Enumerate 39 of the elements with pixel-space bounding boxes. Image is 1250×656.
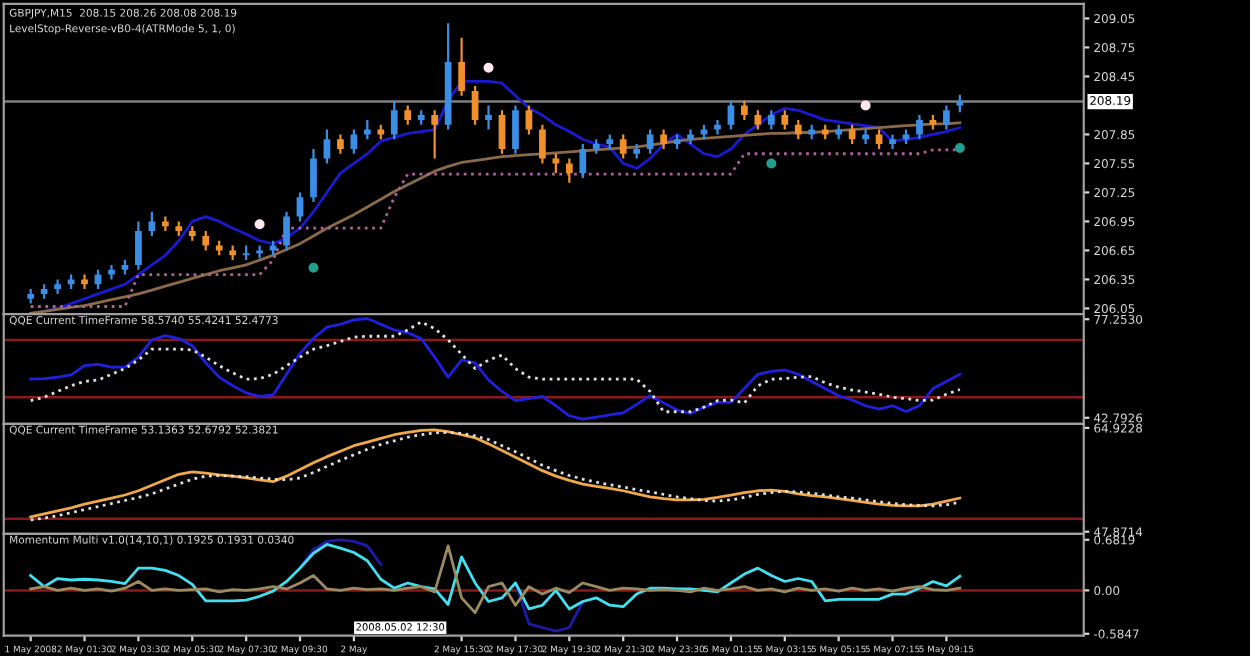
candlestick (283, 210, 290, 252)
candlestick (781, 109, 789, 131)
point (860, 100, 871, 111)
candlestick (943, 104, 950, 131)
candlestick (135, 220, 142, 271)
candlestick (727, 99, 735, 131)
candlestick (458, 36, 465, 97)
candlestick (310, 147, 317, 204)
candlestick (794, 118, 802, 141)
candlestick (754, 109, 762, 131)
candlestick (579, 142, 587, 180)
candlestick (485, 104, 492, 131)
point (766, 158, 777, 169)
candlestick (619, 133, 627, 160)
candlestick (512, 104, 519, 155)
candlestick (296, 191, 304, 223)
candlestick (148, 210, 156, 238)
candlestick (525, 104, 533, 136)
candlestick (767, 109, 775, 131)
point (308, 262, 319, 273)
candlestick (256, 244, 263, 260)
point (254, 219, 265, 230)
candlestick (889, 133, 896, 151)
candlestick (875, 128, 883, 151)
candlestick (390, 99, 398, 141)
candlestick (741, 99, 748, 122)
candlestick (337, 133, 344, 155)
point (954, 142, 965, 153)
candlestick (323, 128, 331, 165)
candlestick (539, 123, 546, 165)
point (483, 62, 494, 73)
candlestick (660, 128, 667, 151)
candlestick (202, 229, 210, 252)
candlestick (646, 128, 654, 155)
candlestick (404, 104, 412, 126)
candlestick (350, 128, 358, 155)
candlestick (431, 109, 439, 160)
candlestick (565, 157, 573, 184)
candlestick (916, 113, 923, 141)
